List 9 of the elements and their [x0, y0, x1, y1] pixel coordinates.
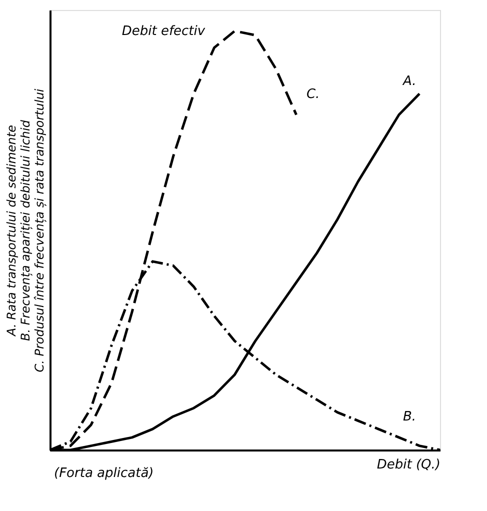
text: A. Rata transportului de sedimente [4, 125, 18, 336]
series-label: A. [402, 74, 416, 90]
text: B. Frecvența apariției debitului lichid [18, 120, 32, 341]
text: C. Produsul între frecvența și rata transportului [32, 88, 46, 372]
text: (Forta aplicată) [54, 466, 154, 482]
series-label: B. [402, 409, 416, 424]
x-axis-title: Debit (Q.) [376, 458, 440, 472]
series-label: C. [306, 86, 320, 102]
annotation: Debit efectiv [122, 24, 206, 39]
